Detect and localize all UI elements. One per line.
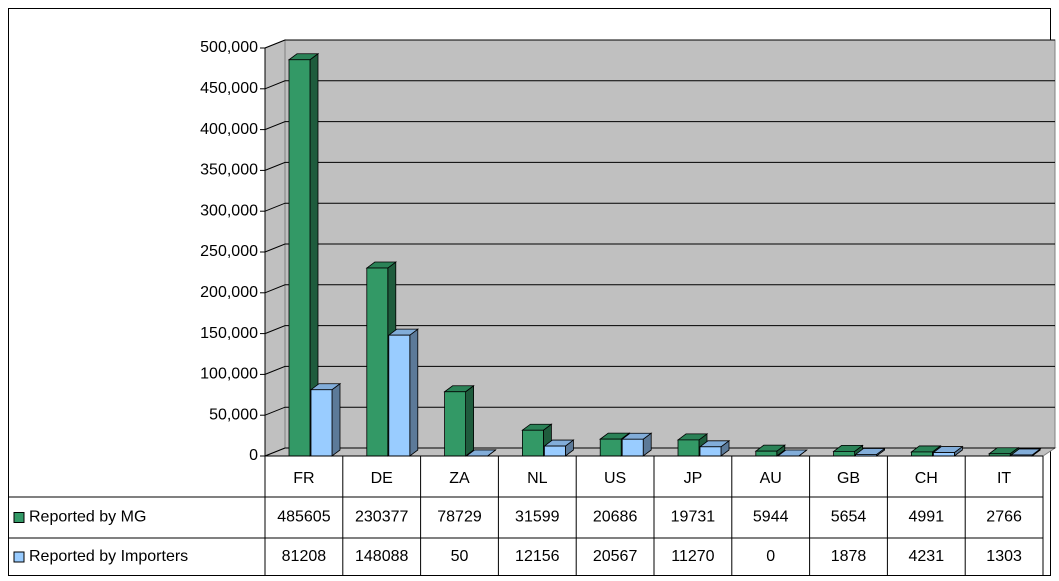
grid-line [264,80,1055,90]
table-value: 5654 [831,509,867,526]
x-tick-label: DE [371,470,393,487]
y-tick-label: 300,000 [200,202,258,219]
grid-line [264,202,1055,212]
bar-front [911,451,933,457]
y-tick-label: 350,000 [200,162,258,179]
x-tick-label: AU [760,470,782,487]
grid-line [264,243,1055,253]
grid-line [264,161,1055,171]
y-tick-label: 500,000 [200,39,258,56]
bar-front [677,439,700,457]
grid-line [264,121,1055,131]
y-tick-label: 250,000 [200,243,258,260]
bar [309,382,342,457]
table-value: 1878 [831,548,867,565]
y-tick-label: 150,000 [200,325,258,342]
table-value: 1303 [986,548,1022,565]
table-value: 11270 [671,548,714,565]
table-value: 31599 [515,509,560,526]
y-tick-label: 50,000 [209,406,258,423]
table-value: 5944 [753,509,789,526]
y-tick-label: 450,000 [200,80,258,97]
x-tick-label: ZA [449,470,470,487]
grid-line [264,39,1055,49]
x-tick-label: NL [527,470,548,487]
bar-front [444,391,467,457]
table-value: 485605 [277,509,330,526]
table-value: 4231 [909,548,945,565]
y-tick-label: 400,000 [200,121,258,138]
bar-front [288,59,311,457]
bar-front [310,389,333,457]
bar-front [755,450,778,457]
bar-front [522,429,544,457]
table-value: 78729 [437,509,482,526]
table-value: 12156 [515,548,560,565]
bar-front [544,445,566,457]
x-tick-label: CH [915,470,938,487]
bar-front [366,267,389,457]
grid-line [264,325,1055,335]
x-tick-label: JP [684,470,703,487]
bar-front [933,452,955,457]
bar [1010,448,1042,457]
bar [621,432,653,457]
table-value: 230377 [355,509,408,526]
bar-side [331,382,341,457]
y-tick-label: 200,000 [200,284,258,301]
legend-swatch [13,512,25,523]
bar [698,440,731,457]
table-value: 20686 [593,509,638,526]
bar [543,439,575,457]
bar [443,384,475,457]
bar-front [388,334,411,457]
grid-line [264,406,1055,416]
bar-front [833,450,855,457]
table-value: 4991 [909,509,945,526]
y-tick-label: 0 [249,447,258,464]
legend-label: Reported by MG [29,509,146,526]
bar-front [599,438,622,457]
y-tick-label: 100,000 [200,366,258,383]
table-value: 20567 [593,548,638,565]
legend-label: Reported by Importers [29,548,188,565]
bar [287,52,320,457]
grid-line [264,447,1055,457]
x-tick-label: US [604,470,626,487]
bar [932,445,964,457]
table-value: 81208 [282,548,327,565]
bar-front [699,446,722,457]
table-value: 19731 [671,509,716,526]
grid-line [264,284,1055,294]
x-tick-label: GB [837,470,860,487]
x-tick-label: FR [293,470,314,487]
bar-side [465,384,475,457]
table-value: 50 [451,548,469,565]
x-tick-label: IT [997,470,1011,487]
table-value: 148088 [355,548,408,565]
grid-line [264,365,1055,375]
legend-swatch [13,551,25,563]
bar-side [409,328,419,457]
table-value: 0 [766,548,775,565]
table-value: 2766 [986,509,1022,526]
bar [387,328,419,457]
bar-front [621,438,644,457]
bar [754,444,786,457]
